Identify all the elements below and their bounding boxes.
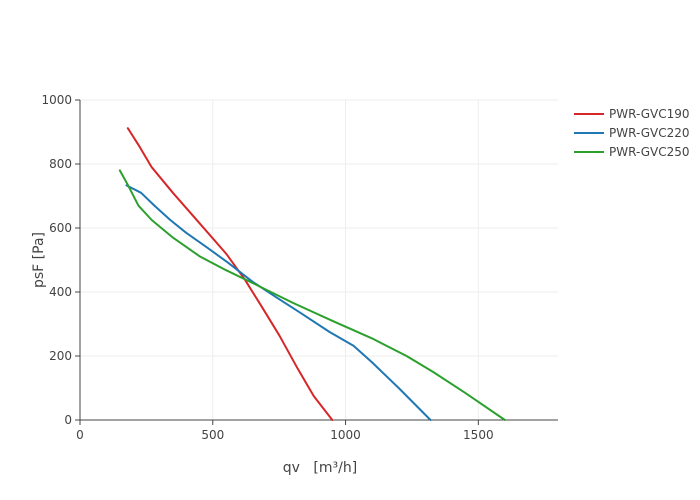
x-axis-unit: [m³/h]	[313, 460, 357, 476]
axes-layer: 0 500 1000 1500 0 200 400 600 800 1000	[41, 93, 558, 442]
series-line-pwr-gvc190	[126, 127, 334, 421]
y-tick-label: 0	[64, 413, 72, 427]
x-tick-label: 500	[201, 428, 224, 442]
y-tick-label: 400	[49, 285, 72, 299]
legend-label: PWR-GVC220	[609, 126, 690, 140]
x-tick-label: 0	[76, 428, 84, 442]
legend-label: PWR-GVC250	[609, 145, 690, 159]
x-axis-label: qv	[283, 460, 300, 476]
series-line-pwr-gvc250	[118, 169, 506, 421]
y-tick-label: 800	[49, 157, 72, 171]
grid-layer	[80, 99, 558, 420]
legend: PWR-GVC190 PWR-GVC220 PWR-GVC250	[574, 107, 690, 159]
x-tick-label: 1500	[463, 428, 494, 442]
series-line-pwr-gvc220	[125, 184, 432, 421]
y-tick-label: 200	[49, 349, 72, 363]
legend-label: PWR-GVC190	[609, 107, 690, 121]
y-tick-label: 600	[49, 221, 72, 235]
x-axis-title: qv [m³/h]	[283, 460, 357, 476]
x-tick-label: 1000	[330, 428, 361, 442]
y-tick-label: 1000	[41, 93, 72, 107]
y-axis-title: psF [Pa]	[31, 232, 47, 288]
series-layer	[118, 127, 506, 421]
